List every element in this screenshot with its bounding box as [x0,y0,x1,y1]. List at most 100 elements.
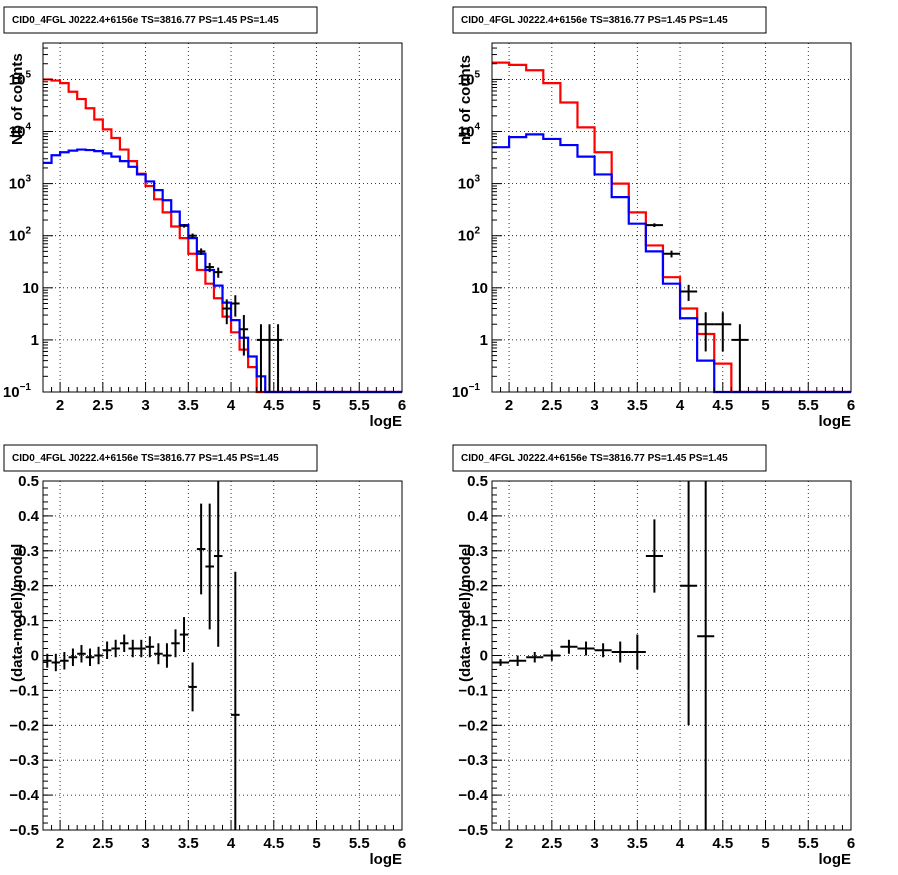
data-point [256,324,266,392]
x-tick-label: 2.5 [541,397,562,414]
data-point [714,312,732,352]
x-tick-label: 3.5 [178,397,199,414]
y-tick-label: 0.2 [467,578,488,595]
x-tick-label: 2.5 [92,835,113,852]
data-point [43,653,52,668]
data-point [196,248,206,255]
chart-title: CID0_4FGL J0222.4+6156e TS=3816.77 PS=1.… [12,453,279,464]
chart-title: CID0_4FGL J0222.4+6156e TS=3816.77 PS=1.… [461,453,728,464]
y-tick-label: 102 [9,226,32,245]
x-tick-label: 5.5 [798,835,819,852]
y-tick-label: −0.2 [458,717,488,734]
x-tick-label: 4 [227,835,236,852]
data-point [526,652,544,663]
data-point [628,634,646,670]
chart-panel-1: CID0_4FGL J0222.4+6156e TS=3816.77 PS=1.… [3,6,406,430]
y-axis-title: nb of counts [457,55,474,145]
chart-panel-2: CID0_4FGL J0222.4+6156e TS=3816.77 PS=1.… [452,6,855,430]
y-axis-title: (data-model)/model [9,544,26,682]
x-tick-label: 6 [847,397,855,414]
x-tick-label: 2.5 [541,835,562,852]
y-tick-label: 102 [458,226,481,245]
data-point [188,233,197,239]
data-point [543,650,561,661]
chart-title: CID0_4FGL J0222.4+6156e TS=3816.77 PS=1.… [12,15,279,26]
y-tick-label: −0.5 [9,822,39,839]
y-axis-title: (data-model)/model [457,544,474,682]
chart-title: CID0_4FGL J0222.4+6156e TS=3816.77 PS=1.… [461,15,728,26]
data-point [239,315,249,356]
data-point [222,299,232,325]
x-axis-title: logE [819,851,852,868]
y-tick-label: 0.1 [18,613,39,630]
data-point [171,629,180,658]
y-tick-label: −0.3 [458,752,488,769]
chart-panel-3: CID0_4FGL J0222.4+6156e TS=3816.77 PS=1.… [3,444,406,868]
x-tick-label: 5 [312,397,320,414]
y-tick-label: 0.2 [18,578,39,595]
x-tick-label: 3.5 [627,397,648,414]
y-tick-label: −0.4 [458,787,488,804]
data-point [577,641,595,656]
series-model-component [43,148,402,394]
data-points [43,481,240,830]
x-tick-label: 6 [847,835,855,852]
y-tick-label: 0 [31,648,39,665]
title-box [3,444,318,472]
x-tick-label: 4.5 [263,397,284,414]
x-tick-label: 4.5 [712,835,733,852]
y-tick-label: 104 [9,122,32,141]
y-tick-label: 0.5 [467,473,488,490]
y-tick-label: −0.3 [9,752,39,769]
data-point [265,324,274,392]
y-tick-label: 105 [458,69,481,88]
data-point [205,262,214,273]
y-tick-label: 0.3 [467,543,488,560]
y-tick-label: 0.4 [467,508,489,525]
x-tick-label: 4.5 [263,835,284,852]
data-point [162,643,172,668]
y-tick-label: 10 [471,280,488,297]
data-point [594,643,612,658]
data-point [231,571,240,830]
x-tick-label: 6 [398,835,406,852]
data-point [51,653,61,672]
x-tick-label: 5.5 [798,397,819,414]
data-points [645,223,749,392]
axis-ticks [491,42,852,393]
plot-frame [491,42,852,393]
y-tick-label: −0.1 [458,682,488,699]
data-points [179,224,283,392]
x-tick-label: 4.5 [712,397,733,414]
axis-ticks [491,480,852,831]
y-tick-label: 0.1 [467,613,488,630]
title-box [452,444,767,472]
title-box [452,6,767,34]
data-point [111,639,120,658]
data-point [145,636,155,658]
plot-frame [42,42,403,393]
data-point [137,639,146,658]
data-point [645,519,663,593]
data-point [77,645,86,663]
data-point [205,503,214,630]
grid [492,43,852,393]
data-point [213,481,223,647]
data-point [611,641,629,663]
y-tick-label: 105 [9,69,32,88]
x-axis-title: logE [370,413,403,430]
x-tick-label: 5 [761,835,769,852]
x-tick-label: 5 [761,397,769,414]
data-point [179,617,189,653]
y-tick-label: 10−1 [452,382,481,401]
x-tick-label: 2 [505,397,513,414]
y-tick-label: 104 [458,122,481,141]
data-point [196,503,206,595]
y-tick-label: −0.1 [9,682,39,699]
x-tick-label: 5 [312,835,320,852]
x-tick-label: 4 [227,397,236,414]
series-model-total [43,78,402,394]
data-point [68,648,78,666]
x-tick-label: 3 [590,397,598,414]
